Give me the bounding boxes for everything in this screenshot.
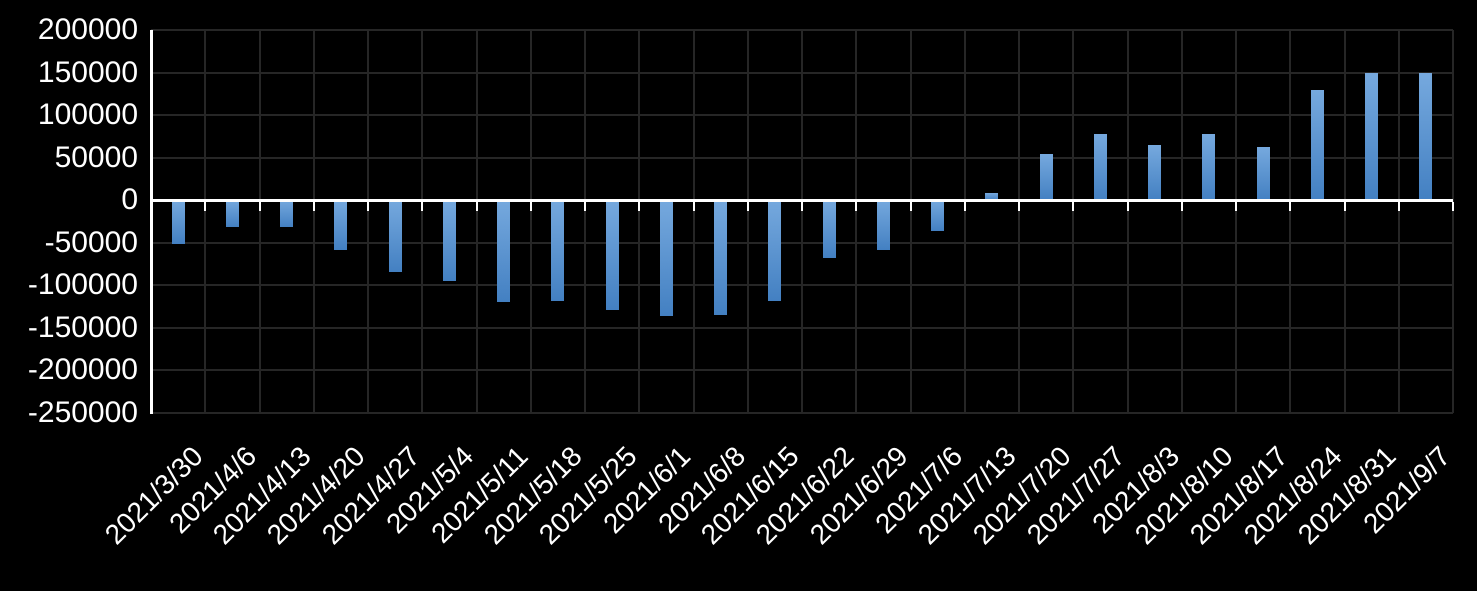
bar — [497, 200, 511, 303]
x-axis-tick — [1126, 201, 1129, 211]
bar — [388, 200, 402, 272]
x-axis-tick — [855, 201, 858, 211]
v-gridline — [1072, 30, 1075, 413]
x-axis-tick — [475, 201, 478, 211]
v-gridline — [367, 30, 369, 413]
bar — [1365, 72, 1379, 201]
v-gridline — [801, 30, 803, 413]
y-axis-label: -250000 — [27, 396, 138, 429]
v-gridline — [638, 30, 641, 413]
v-gridline — [529, 30, 532, 413]
x-axis-zero-line — [151, 198, 1453, 202]
y-axis-label: -150000 — [27, 310, 138, 344]
x-axis-tick — [1397, 201, 1400, 211]
x-axis-tick — [1289, 201, 1292, 211]
v-gridline — [312, 30, 315, 413]
bar — [225, 200, 239, 227]
v-gridline — [475, 30, 478, 413]
bar — [1310, 89, 1324, 201]
v-gridline — [584, 30, 586, 413]
bar — [1039, 154, 1053, 201]
bar — [605, 200, 619, 310]
bar — [1093, 133, 1107, 201]
v-gridline — [746, 30, 749, 413]
bar — [1202, 133, 1216, 201]
x-axis-tick — [421, 201, 424, 211]
y-axis-label: 200000 — [37, 13, 138, 46]
h-gridline — [151, 412, 1453, 414]
x-axis-tick — [638, 201, 641, 211]
x-axis-tick — [1235, 201, 1237, 211]
v-gridline — [1397, 30, 1400, 413]
bar — [1148, 144, 1162, 201]
y-axis-label: 0 — [121, 183, 138, 217]
bar — [442, 200, 456, 282]
x-axis-tick — [312, 201, 315, 211]
x-axis-tick — [909, 201, 912, 211]
x-axis-tick — [963, 201, 966, 211]
bar — [1419, 72, 1433, 201]
y-axis-label: 150000 — [37, 55, 138, 89]
v-gridline — [1289, 30, 1292, 413]
x-axis-tick — [801, 201, 803, 211]
v-gridline — [204, 30, 207, 413]
x-axis-tick — [746, 201, 749, 211]
y-axis-label: -100000 — [27, 268, 138, 302]
v-gridline — [1452, 30, 1454, 413]
v-gridline — [421, 30, 424, 413]
y-axis-label: 50000 — [54, 140, 138, 174]
bar — [876, 200, 890, 251]
v-gridline — [1235, 30, 1237, 413]
y-axis-label: -50000 — [44, 225, 138, 259]
v-gridline — [909, 30, 912, 413]
bar — [1256, 146, 1270, 201]
v-gridline — [1018, 30, 1020, 413]
bar — [985, 193, 999, 201]
x-axis-tick — [529, 201, 532, 211]
bar — [659, 200, 673, 316]
v-gridline — [1343, 30, 1346, 413]
y-axis-line — [149, 30, 153, 414]
x-axis-tick — [1343, 201, 1346, 211]
bar — [280, 200, 294, 228]
x-axis-tick — [1180, 201, 1183, 211]
x-axis-tick — [584, 201, 586, 211]
v-gridline — [1180, 30, 1183, 413]
v-gridline — [855, 30, 858, 413]
v-gridline — [258, 30, 261, 413]
bar — [931, 200, 945, 231]
x-axis-tick — [692, 201, 695, 211]
bar — [822, 200, 836, 259]
bar — [768, 200, 782, 302]
v-gridline — [963, 30, 966, 413]
x-axis-tick — [150, 201, 152, 211]
bar — [334, 200, 348, 250]
x-axis-tick — [367, 201, 369, 211]
y-axis-label: 100000 — [37, 98, 138, 132]
bar — [171, 200, 185, 244]
x-axis-tick — [1018, 201, 1020, 211]
x-axis-tick — [1452, 201, 1454, 211]
v-gridline — [1126, 30, 1129, 413]
x-axis-tick — [1072, 201, 1075, 211]
x-axis-tick — [258, 201, 261, 211]
v-gridline — [692, 30, 695, 413]
y-axis-label: -200000 — [27, 353, 138, 387]
bar — [551, 200, 565, 301]
x-axis-tick — [204, 201, 207, 211]
bar — [714, 200, 728, 316]
